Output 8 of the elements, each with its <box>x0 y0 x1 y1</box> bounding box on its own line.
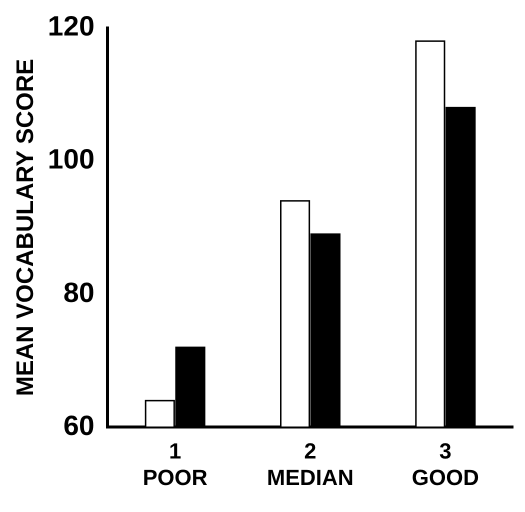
x-tick-label: 2 MEDIAN <box>266 438 354 490</box>
x-tick-label: 3 GOOD <box>412 438 480 490</box>
y-tick-label: 100 <box>48 144 95 175</box>
y-tick-label: 60 <box>63 410 95 441</box>
y-tick-label: 80 <box>63 276 95 308</box>
y-axis-title: MEAN VOCABULARY SCORE <box>12 58 40 396</box>
x-tick-label: 1 POOR <box>142 438 208 490</box>
y-tick-label: 120 <box>48 10 95 42</box>
